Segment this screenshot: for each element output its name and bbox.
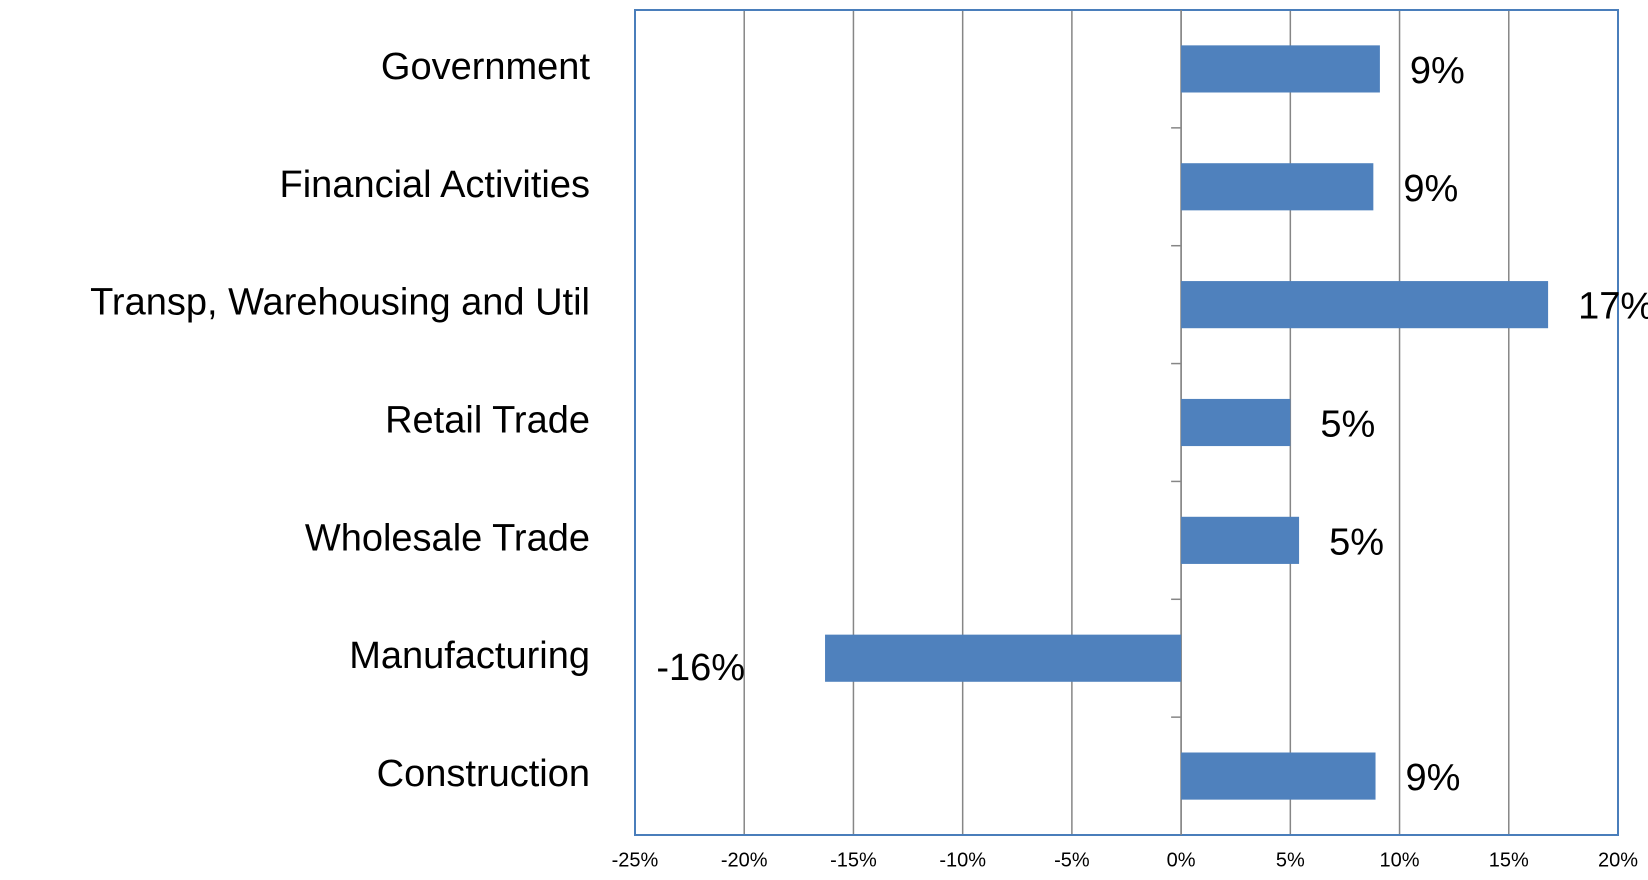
value-label: 9%	[1403, 168, 1458, 210]
category-label: Government	[381, 46, 591, 88]
x-tick-label: 5%	[1276, 849, 1305, 871]
value-label: 5%	[1320, 404, 1375, 446]
category-label: Financial Activities	[280, 164, 590, 206]
x-tick-label: 10%	[1380, 849, 1420, 871]
bar	[825, 634, 1182, 682]
value-label: 17%	[1578, 286, 1648, 328]
value-label: 5%	[1329, 521, 1384, 563]
plot-border	[634, 9, 1619, 836]
x-tick-label: 15%	[1489, 849, 1529, 871]
value-label: 9%	[1410, 50, 1465, 92]
bar	[1181, 752, 1376, 800]
bar	[1181, 398, 1291, 447]
category-label: Transp, Warehousing and Util	[90, 282, 590, 324]
category-label: Wholesale Trade	[305, 517, 590, 559]
x-tick-label: 20%	[1598, 849, 1638, 871]
category-label: Retail Trade	[385, 400, 590, 442]
x-tick-label: -20%	[721, 849, 768, 871]
value-label: -16%	[656, 647, 745, 689]
bar	[1181, 163, 1374, 211]
value-label: 9%	[1406, 757, 1461, 799]
bar	[1181, 281, 1549, 329]
x-tick-label: -25%	[612, 849, 659, 871]
x-tick-label: -5%	[1054, 849, 1090, 871]
category-label: Construction	[377, 753, 590, 795]
bar	[1181, 516, 1300, 564]
category-label: Manufacturing	[349, 635, 590, 677]
bar	[1181, 45, 1380, 93]
x-tick-label: 0%	[1167, 849, 1196, 871]
x-tick-label: -15%	[830, 849, 877, 871]
x-tick-label: -10%	[939, 849, 986, 871]
